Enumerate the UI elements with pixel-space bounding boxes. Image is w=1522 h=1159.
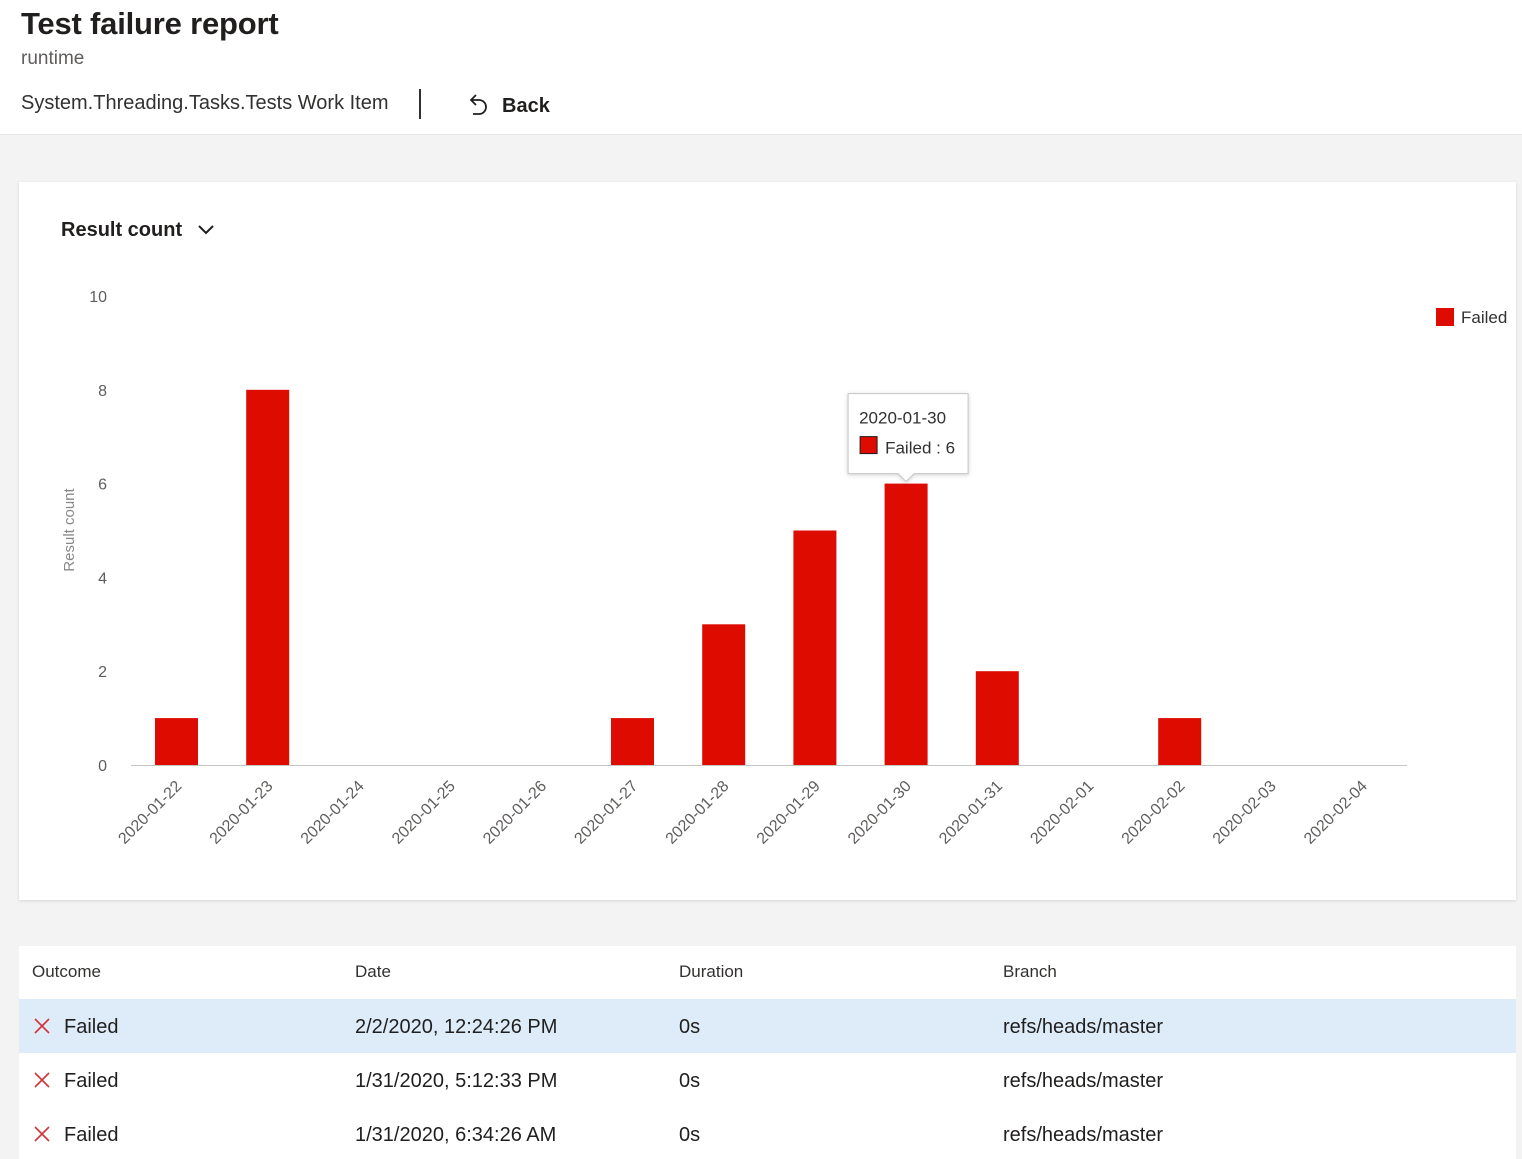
y-tick-label: 8 [98, 383, 107, 400]
legend-swatch [1436, 308, 1454, 326]
y-tick-label: 0 [98, 758, 107, 775]
metric-dropdown-label: Result count [61, 218, 183, 241]
table-row[interactable]: Failed 1/31/2020, 5:12:33 PM 0s refs/hea… [19, 1053, 1516, 1107]
bar-chart: 0 2 4 6 8 10 Result count 2020-01-22 2020-01-23 2… [61, 289, 1507, 848]
close-x-icon [34, 1018, 50, 1034]
undo-arrow-icon [469, 94, 487, 115]
project-subtitle: runtime [21, 48, 85, 69]
header-divider [419, 89, 421, 119]
x-tick-label: 2020-02-02 [1119, 778, 1189, 848]
date-cell: 2/2/2020, 12:24:26 PM [355, 1016, 558, 1038]
table-row[interactable]: Failed 2/2/2020, 12:24:26 PM 0s refs/hea… [19, 999, 1516, 1053]
y-tick-label: 2 [98, 664, 107, 681]
duration-cell: 0s [679, 1016, 701, 1038]
bar [1158, 718, 1202, 765]
x-tick-label: 2020-01-28 [663, 778, 733, 848]
x-tick-label: 2020-01-30 [845, 778, 915, 848]
back-button[interactable]: Back [462, 86, 550, 126]
page-header: Test failure report runtime System.Threa… [0, 0, 1522, 135]
work-item-name: System.Threading.Tasks.Tests Work Item [21, 92, 389, 114]
tooltip-separator: : [931, 439, 945, 458]
chart-tooltip [847, 393, 969, 483]
close-x-icon [34, 1126, 50, 1142]
table-header: Outcome Date Duration Branch [19, 946, 1516, 999]
outcome-cell: Failed [64, 1124, 119, 1146]
y-axis-title: Result count [61, 487, 78, 571]
bar [975, 671, 1019, 765]
metric-dropdown[interactable]: Result count [61, 215, 216, 245]
y-tick-label: 10 [89, 289, 107, 306]
duration-cell: 0s [679, 1070, 701, 1092]
x-tick-label: 2020-01-27 [571, 778, 641, 848]
column-header-outcome[interactable]: Outcome [32, 962, 101, 981]
bar [793, 530, 837, 765]
x-tick-label: 2020-02-03 [1210, 778, 1280, 848]
x-tick-label: 2020-01-26 [480, 778, 550, 848]
column-header-branch[interactable]: Branch [1003, 962, 1057, 981]
outcome-cell: Failed [64, 1016, 119, 1038]
x-tick-label: 2020-01-23 [207, 778, 277, 848]
chevron-down-icon [198, 225, 214, 235]
duration-cell: 0s [679, 1124, 701, 1146]
branch-cell: refs/heads/master [1003, 1016, 1164, 1038]
tooltip-count: 6 [946, 439, 955, 458]
branch-cell: refs/heads/master [1003, 1124, 1164, 1146]
bar [611, 718, 654, 765]
y-tick-label: 4 [98, 570, 107, 587]
bar [884, 483, 928, 765]
tooltip-series-name: Failed [885, 439, 931, 458]
tooltip-swatch [859, 436, 878, 455]
x-tick-label: 2020-01-29 [754, 778, 824, 848]
x-tick-label: 2020-01-31 [936, 778, 1006, 848]
x-tick-label: 2020-01-25 [389, 778, 459, 848]
back-label: Back [502, 94, 550, 117]
column-header-duration[interactable]: Duration [679, 962, 744, 981]
table-row[interactable]: Failed 1/31/2020, 6:34:26 AM 0s refs/hea… [19, 1107, 1516, 1159]
chart-card: Result count 0 2 4 6 8 10 Result count 2020-01-… [19, 182, 1516, 900]
bar [702, 624, 746, 765]
x-tick-label: 2020-01-24 [298, 778, 368, 848]
y-tick-label: 6 [98, 477, 107, 494]
tooltip-value: Failed : 6 [885, 439, 955, 458]
x-tick-label: 2020-02-04 [1301, 778, 1371, 848]
page-title: Test failure report [21, 6, 279, 41]
date-cell: 1/31/2020, 6:34:26 AM [355, 1124, 557, 1146]
x-tick-label: 2020-01-22 [115, 778, 185, 848]
outcome-cell: Failed [64, 1070, 119, 1092]
date-cell: 1/31/2020, 5:12:33 PM [355, 1070, 558, 1092]
branch-cell: refs/heads/master [1003, 1070, 1164, 1092]
bar [155, 718, 198, 765]
column-header-date[interactable]: Date [355, 962, 391, 981]
legend-label: Failed [1461, 308, 1507, 327]
results-table: Outcome Date Duration Branch Failed 2/2/… [19, 946, 1516, 1159]
tooltip-date: 2020-01-30 [859, 409, 946, 428]
bar [246, 389, 290, 765]
x-tick-label: 2020-02-01 [1027, 778, 1097, 848]
close-x-icon [34, 1072, 50, 1088]
